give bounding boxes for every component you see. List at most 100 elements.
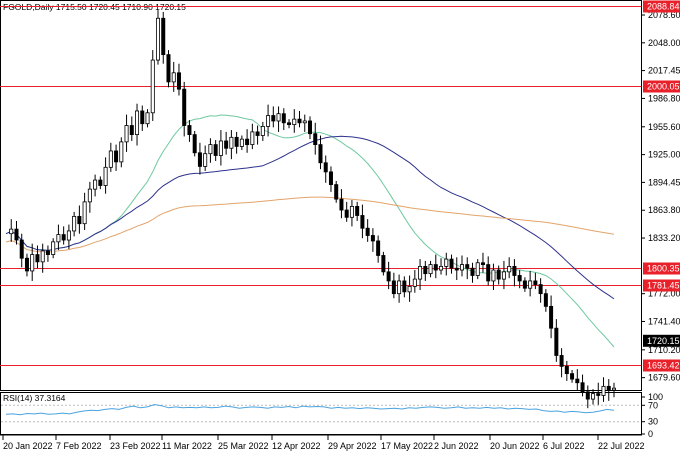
candle-body (266, 115, 271, 127)
candle (397, 274, 402, 303)
candle (496, 265, 501, 285)
candle (192, 130, 197, 157)
candle-body (40, 250, 45, 263)
candle-body (486, 264, 491, 282)
candle (391, 272, 396, 299)
candle (61, 226, 66, 245)
candle (72, 211, 77, 237)
candle (276, 106, 281, 132)
rsi-indicator (1, 403, 641, 423)
candle-body (297, 118, 302, 124)
level-label-bg (643, 359, 680, 372)
candle-body (313, 133, 318, 146)
candle (459, 255, 464, 277)
rsi-tick-label: 100 (648, 392, 663, 402)
candle (98, 176, 103, 190)
candle-body (418, 265, 423, 280)
candle (245, 129, 250, 153)
candle-body (554, 327, 559, 356)
candle-body (391, 280, 396, 295)
main-pane-frame (0, 0, 642, 391)
candle-body (45, 250, 50, 255)
candle (318, 135, 323, 170)
candle-body (423, 265, 428, 275)
price-tick-label: 1863.80 (648, 205, 680, 215)
candle-body (192, 134, 197, 154)
candle (197, 142, 202, 175)
candle (35, 245, 40, 269)
rsi-label: RSI(14) 37.3164 (3, 393, 66, 403)
candle-body (30, 254, 35, 272)
candle (517, 270, 522, 289)
price-tick-label: 1955.60 (648, 122, 680, 132)
candle-body (276, 113, 281, 122)
candle (370, 228, 375, 252)
candle-body (245, 138, 250, 146)
candle-body (161, 17, 166, 56)
candle (124, 114, 129, 152)
candle-body (449, 258, 454, 269)
candle-body (407, 285, 412, 293)
candle-body (239, 138, 244, 147)
candle (292, 109, 297, 133)
candle (24, 253, 29, 277)
candle (585, 385, 590, 409)
candle (507, 257, 512, 279)
current-price-label: 1720.15 (647, 336, 680, 346)
horizontal-levels (0, 6, 641, 366)
candle-body (145, 112, 150, 125)
candle-body (606, 385, 611, 391)
candle (260, 121, 265, 141)
candles (9, 10, 617, 409)
candle-body (428, 264, 433, 275)
candle (470, 262, 475, 283)
candle-body (585, 391, 590, 400)
candle (182, 81, 187, 137)
candle-body (412, 278, 417, 287)
rsi-tick-label: 70 (648, 400, 658, 410)
candle (323, 155, 328, 183)
candle-body (213, 144, 218, 156)
candle (428, 260, 433, 278)
candle (66, 224, 71, 250)
candle (234, 131, 239, 154)
candle-body (444, 258, 449, 267)
candle (381, 251, 386, 276)
candle-body (459, 264, 464, 271)
rsi-pane-frame (0, 392, 642, 435)
candle (203, 145, 208, 171)
candle-body (570, 373, 575, 380)
candle (176, 63, 181, 96)
candle (522, 277, 527, 292)
candle-body (507, 265, 512, 273)
moving-averages (5, 114, 615, 348)
level-label-bg (643, 262, 680, 275)
candle (407, 275, 412, 302)
candle-body (51, 241, 56, 255)
candle-body (522, 280, 527, 289)
candle-body (480, 262, 485, 265)
candle (307, 116, 312, 140)
candle-body (281, 113, 286, 124)
candle-body (255, 131, 260, 136)
candle (349, 200, 354, 227)
candle-body (575, 378, 580, 384)
candle (281, 108, 286, 131)
candle (591, 389, 596, 405)
time-tick-label: 29 Apr 2022 (328, 441, 377, 451)
candle (418, 259, 423, 291)
candle (150, 50, 155, 121)
level-label: 1693.42 (647, 361, 680, 371)
candle-body (512, 265, 517, 276)
price-tick-label: 1710.20 (648, 345, 680, 355)
time-tick-label: 20 Jan 2022 (3, 441, 53, 451)
candle (40, 243, 45, 273)
candle (334, 180, 339, 203)
candle (82, 192, 87, 231)
candle-body (35, 254, 40, 263)
candle-body (176, 72, 181, 90)
candle (512, 259, 517, 287)
candle (570, 370, 575, 383)
ma-line-200 (5, 196, 615, 253)
